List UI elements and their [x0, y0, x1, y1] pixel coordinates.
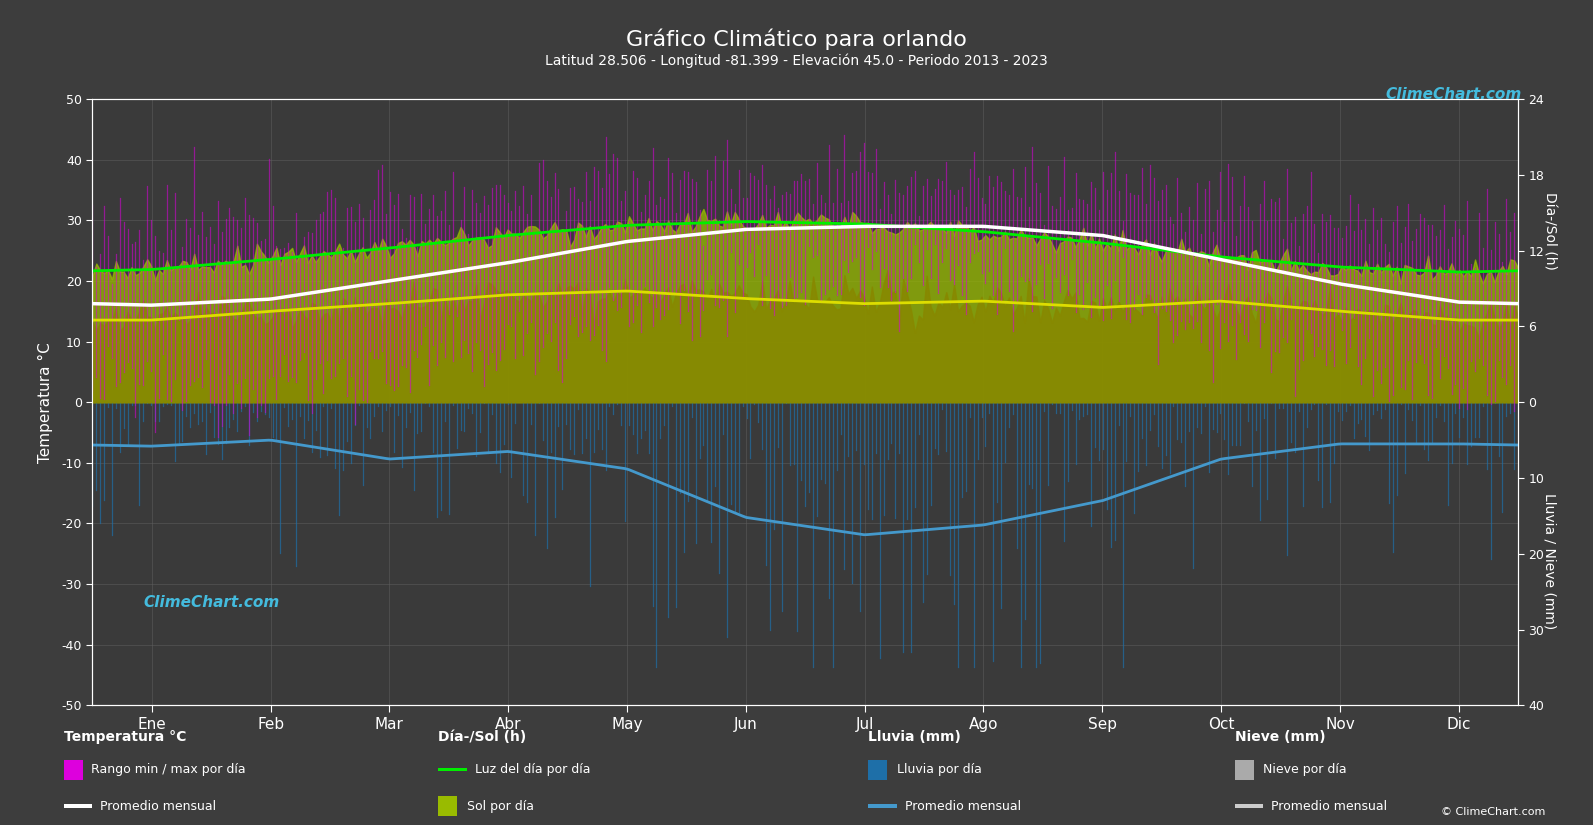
Text: Promedio mensual: Promedio mensual — [100, 799, 217, 813]
Text: Sol por día: Sol por día — [467, 799, 534, 813]
Text: ClimeChart.com: ClimeChart.com — [143, 595, 280, 610]
Text: ClimeChart.com: ClimeChart.com — [1386, 87, 1523, 102]
Y-axis label: Temperatura °C: Temperatura °C — [38, 342, 53, 463]
Text: Día-/Sol (h): Día-/Sol (h) — [1542, 192, 1556, 270]
Text: Luz del día por día: Luz del día por día — [475, 763, 591, 776]
Text: Promedio mensual: Promedio mensual — [905, 799, 1021, 813]
Text: Nieve (mm): Nieve (mm) — [1235, 730, 1325, 744]
Text: Gráfico Climático para orlando: Gráfico Climático para orlando — [626, 29, 967, 50]
Text: Lluvia (mm): Lluvia (mm) — [868, 730, 961, 744]
Text: Lluvia / Nieve (mm): Lluvia / Nieve (mm) — [1542, 493, 1556, 629]
Text: Lluvia por día: Lluvia por día — [897, 763, 981, 776]
Text: © ClimeChart.com: © ClimeChart.com — [1440, 807, 1545, 817]
Text: Nieve por día: Nieve por día — [1263, 763, 1346, 776]
Text: Rango min / max por día: Rango min / max por día — [91, 763, 245, 776]
Text: Promedio mensual: Promedio mensual — [1271, 799, 1388, 813]
Text: Día-/Sol (h): Día-/Sol (h) — [438, 730, 526, 744]
Text: Latitud 28.506 - Longitud -81.399 - Elevación 45.0 - Periodo 2013 - 2023: Latitud 28.506 - Longitud -81.399 - Elev… — [545, 54, 1048, 68]
Text: Temperatura °C: Temperatura °C — [64, 730, 186, 744]
